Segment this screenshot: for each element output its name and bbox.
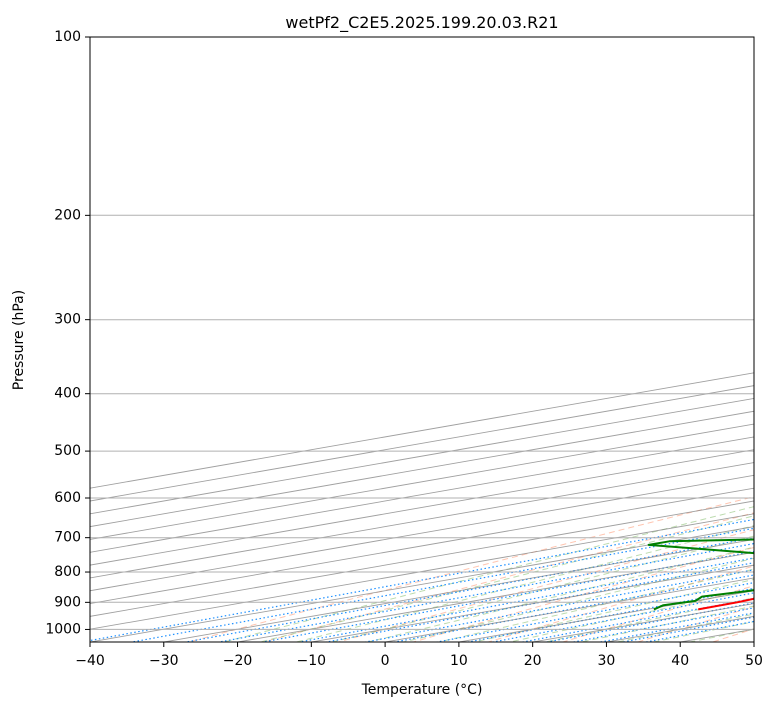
- x-tick-label: 20: [524, 653, 542, 669]
- y-tick-label: 400: [54, 386, 81, 402]
- y-tick-label: 300: [54, 312, 81, 328]
- y-tick-label: 1000: [45, 621, 81, 637]
- mixing-ratio-line: [215, 542, 754, 642]
- isotherm: [90, 462, 754, 579]
- mixing-ratio-line: [128, 527, 754, 642]
- x-tick-label: 40: [671, 653, 689, 669]
- y-tick-label: 900: [54, 594, 81, 610]
- moist-adiabat: [472, 578, 754, 642]
- dry-adiabat: [411, 546, 754, 642]
- plot-frame: [89, 36, 755, 643]
- isotherm: [90, 513, 754, 630]
- moist-adiabat: [365, 546, 754, 642]
- x-axis-label: Temperature (°C): [361, 682, 483, 698]
- x-tick-label: −10: [297, 653, 327, 669]
- x-tick-label: 0: [381, 653, 390, 669]
- moist-adiabat: [222, 506, 754, 642]
- y-tick-label: 600: [54, 490, 81, 506]
- x-tick-label: −40: [75, 653, 105, 669]
- y-tick-label: 700: [54, 530, 81, 546]
- moist-adiabat: [258, 515, 754, 642]
- pressure-gridlines: [90, 37, 754, 630]
- isotherm: [90, 500, 754, 617]
- chart-title: wetPf2_C2E5.2025.199.20.03.R21: [285, 13, 558, 33]
- y-tick-label: 100: [54, 29, 81, 45]
- plot-area: -100-90-80-70-60-50-40-30-20-10010203040…: [90, 37, 754, 642]
- moist-adiabat: [294, 525, 754, 642]
- y-tick-label: 500: [54, 443, 81, 459]
- moist-adiabat: [401, 557, 754, 642]
- moist-adiabat: [543, 597, 754, 642]
- dry-adiabat: [187, 496, 754, 642]
- mixing-ratio-line: [433, 582, 754, 642]
- x-axis-ticks: −40 −30 −20 −10 0 10 20 30 40 50: [75, 642, 763, 669]
- moist-adiabat: [436, 568, 754, 642]
- y-axis-label: Pressure (hPa): [11, 290, 27, 390]
- x-tick-label: 50: [745, 653, 763, 669]
- x-tick-label: −30: [149, 653, 179, 669]
- isotherm: [90, 436, 754, 553]
- moist-adiabats: [222, 506, 754, 642]
- isotherm: [90, 474, 754, 592]
- y-tick-label: 200: [54, 207, 81, 223]
- x-tick-label: 10: [450, 653, 468, 669]
- isotherm: [90, 487, 754, 605]
- y-tick-label: 800: [54, 564, 81, 580]
- x-tick-label: 30: [598, 653, 616, 669]
- mixing-ratio-line: [489, 592, 754, 642]
- x-tick-label: −20: [223, 653, 253, 669]
- dry-adiabats: [187, 496, 754, 642]
- isotherm: [90, 526, 754, 642]
- mixing-ratio-line: [182, 537, 754, 642]
- y-axis-ticks: 100 200 300 400 500 600 700 800 900 1000: [45, 29, 90, 637]
- isotherm: [90, 449, 754, 566]
